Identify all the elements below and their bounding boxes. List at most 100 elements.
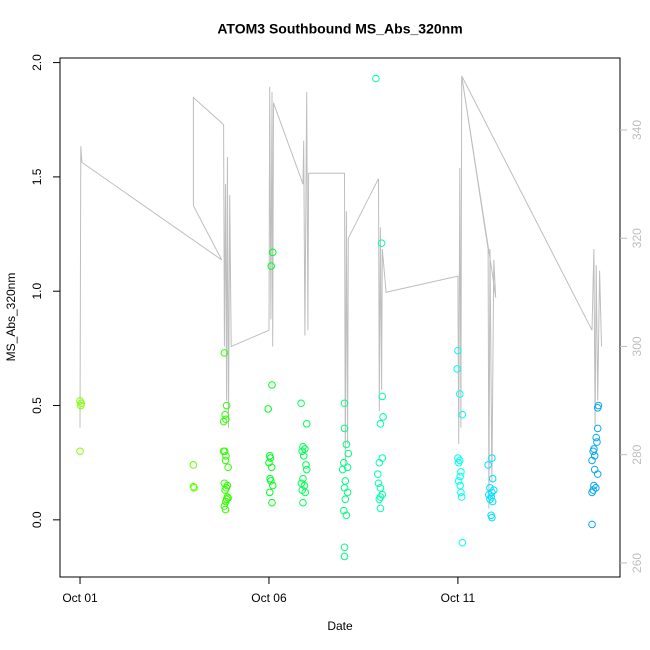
point	[222, 452, 230, 460]
y2-tick-label: 340	[630, 120, 644, 140]
point	[302, 465, 311, 474]
point	[301, 488, 310, 497]
point	[488, 454, 496, 462]
point	[77, 399, 85, 408]
point	[457, 488, 465, 497]
point	[457, 468, 465, 476]
point	[342, 511, 351, 520]
point	[268, 498, 276, 507]
point	[343, 488, 352, 497]
point	[488, 513, 496, 522]
point	[189, 461, 198, 469]
y-tick-label: 1.5	[30, 168, 44, 185]
point	[375, 495, 384, 504]
point	[189, 482, 198, 491]
x-tick-label: Oct 11	[441, 591, 476, 605]
x-axis-label: Date	[327, 619, 353, 633]
point	[376, 504, 385, 513]
point	[302, 461, 310, 469]
point	[376, 484, 385, 492]
y2-tick-label: 300	[630, 336, 644, 356]
point	[374, 479, 383, 488]
point	[220, 447, 229, 456]
point	[373, 470, 382, 478]
point	[593, 438, 601, 446]
point	[457, 493, 466, 501]
point	[221, 410, 229, 419]
point	[458, 538, 467, 547]
point	[268, 381, 276, 389]
point	[372, 74, 380, 83]
point	[299, 442, 307, 451]
point	[376, 420, 385, 428]
point	[340, 424, 349, 433]
point	[340, 399, 349, 408]
point	[592, 433, 600, 442]
point	[266, 454, 275, 462]
point	[588, 520, 596, 529]
point	[486, 495, 494, 504]
point	[268, 248, 277, 257]
x-tick-label: Oct 06	[251, 591, 287, 605]
point	[454, 454, 462, 462]
point	[221, 505, 230, 514]
point	[592, 484, 600, 492]
point	[590, 481, 598, 490]
point	[375, 458, 384, 467]
point	[588, 488, 596, 497]
point	[458, 410, 467, 419]
point	[190, 484, 198, 492]
point	[267, 463, 276, 472]
y-tick-label: 0.0	[30, 511, 44, 528]
point	[224, 463, 232, 472]
point	[453, 365, 461, 373]
point	[377, 239, 386, 247]
point	[222, 401, 231, 410]
point	[344, 449, 353, 458]
point	[221, 456, 230, 465]
point	[454, 458, 463, 467]
point	[297, 399, 305, 408]
point	[302, 420, 311, 428]
point	[221, 486, 229, 494]
point	[593, 470, 602, 478]
point	[342, 440, 351, 449]
point	[220, 502, 229, 510]
point	[455, 390, 464, 398]
chart-title: ATOM3 Southbound MS_Abs_320nm	[217, 21, 462, 37]
point	[589, 447, 597, 456]
point	[488, 497, 497, 506]
point	[593, 424, 602, 433]
point	[76, 447, 84, 456]
y-tick-label: 2.0	[30, 54, 44, 71]
point	[379, 413, 387, 421]
point	[593, 404, 602, 412]
point	[299, 474, 307, 483]
point	[454, 346, 462, 355]
point	[268, 481, 277, 490]
point	[299, 452, 308, 460]
point	[338, 465, 347, 474]
point	[267, 477, 275, 485]
point	[489, 486, 498, 494]
point	[267, 262, 276, 270]
point	[299, 498, 307, 507]
point	[485, 490, 493, 499]
secondary-line	[79, 75, 602, 509]
point	[343, 463, 352, 472]
point	[341, 495, 350, 504]
point	[219, 417, 228, 426]
y2-tick-label: 280	[630, 444, 644, 464]
plot-frame	[59, 57, 621, 578]
point	[340, 552, 349, 561]
point	[588, 456, 596, 465]
point	[378, 392, 387, 401]
point	[265, 488, 274, 497]
point	[298, 447, 307, 456]
y-axis-label: MS_Abs_320nm	[4, 273, 18, 362]
x-tick-label: Oct 01	[62, 591, 98, 605]
point	[224, 494, 232, 502]
point	[454, 477, 463, 485]
